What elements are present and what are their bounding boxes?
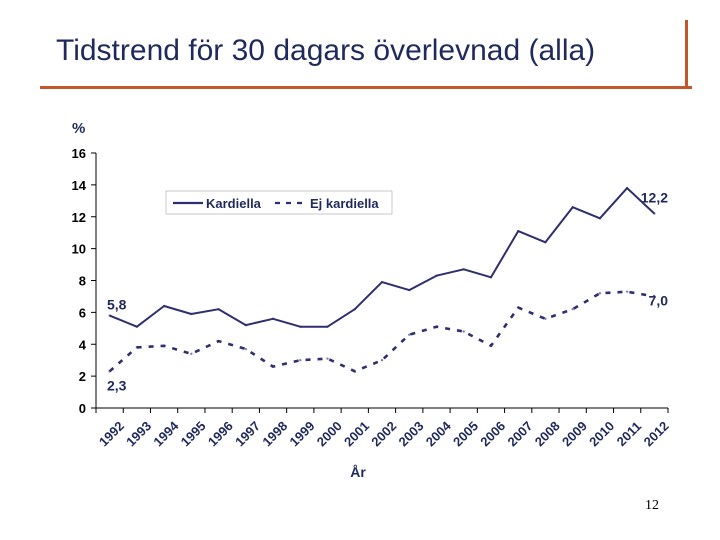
data-point (544, 317, 547, 320)
legend: Kardiella Ej kardiella (165, 190, 393, 215)
data-point (271, 365, 275, 368)
x-tick-label: 1999 (287, 418, 318, 449)
y-tick-group: 0 2 4 6 8 10 12 14 16 (72, 146, 96, 416)
data-point (435, 274, 438, 277)
page-number: 12 (645, 498, 659, 513)
x-tick-label: 2011 (614, 419, 645, 450)
data-label: 12,2 (641, 190, 668, 206)
y-tick-label: 8 (79, 274, 86, 289)
data-point (462, 330, 465, 333)
data-point (435, 325, 438, 328)
data-label: 2,3 (107, 377, 127, 393)
y-tick-label: 2 (79, 369, 86, 384)
data-point (516, 306, 520, 309)
x-tick-label: 2012 (641, 418, 672, 449)
data-point (516, 229, 520, 233)
data-point (108, 314, 111, 317)
x-tick-label: 2010 (586, 418, 617, 449)
series-group (108, 186, 656, 373)
y-tick-label: 14 (72, 178, 87, 193)
x-tick-label: 2008 (532, 418, 563, 449)
data-point (190, 312, 193, 316)
data-label: 7,0 (649, 292, 669, 308)
data-point (380, 358, 384, 362)
data-point (353, 307, 356, 311)
y-tick-label: 16 (72, 146, 86, 161)
data-point (489, 344, 493, 348)
data-point (190, 352, 193, 356)
data-point (162, 304, 166, 308)
x-tick-label: 1992 (96, 418, 127, 449)
x-tick-label: 1995 (178, 418, 209, 449)
data-point (571, 307, 574, 311)
series-line-ej-kardiella (108, 290, 655, 373)
data-point (299, 325, 302, 328)
data-point (299, 358, 302, 362)
y-axis-label: % (72, 120, 85, 137)
data-point (135, 325, 139, 328)
data-point (135, 346, 139, 349)
data-point (326, 357, 329, 360)
title-underline (40, 86, 692, 89)
x-tick-label: 1993 (123, 418, 154, 449)
y-tick-label: 10 (72, 242, 86, 257)
x-tick-label: 2005 (450, 418, 481, 449)
x-axis-label: År (350, 464, 366, 480)
data-point (217, 339, 220, 343)
data-point (380, 280, 384, 284)
x-tick-group: 1992199319941995199619971998199920002001… (95, 408, 672, 450)
y-tick-label: 4 (79, 337, 87, 352)
y-tick-label: 6 (79, 305, 86, 320)
data-point (653, 295, 656, 298)
legend-label-kardiella: Kardiella (206, 196, 262, 211)
data-point (598, 292, 602, 295)
data-point (625, 290, 629, 293)
data-label: 5,8 (107, 297, 127, 313)
data-point (353, 370, 356, 373)
data-point (489, 276, 493, 279)
data-point (462, 268, 465, 271)
x-tick-label: 1996 (205, 418, 236, 449)
y-tick-label: 0 (79, 401, 86, 416)
data-point (108, 370, 111, 373)
data-point (244, 347, 248, 351)
x-tick-label: 2007 (504, 418, 535, 449)
x-tick-label: 2003 (396, 418, 427, 449)
data-point (408, 333, 411, 336)
x-tick-label: 2006 (477, 418, 508, 449)
data-point (653, 212, 656, 215)
x-tick-label: 2001 (341, 418, 372, 449)
x-tick-label: 1998 (259, 418, 290, 449)
data-point (271, 317, 275, 320)
x-tick-label: 2000 (314, 418, 345, 449)
data-point (408, 288, 411, 292)
title-rule-vertical (685, 20, 688, 89)
x-tick-label: 2002 (368, 418, 399, 449)
data-point (244, 323, 248, 327)
x-tick-label: 2004 (423, 418, 455, 450)
y-tick-label: 12 (72, 210, 86, 225)
data-point (571, 205, 574, 209)
slide-title: Tidstrend för 30 dagars överlevnad (alla… (56, 34, 596, 67)
legend-label-ej-kardiella: Ej kardiella (310, 196, 379, 211)
data-point (162, 344, 166, 348)
data-point (625, 186, 629, 190)
data-point (598, 217, 602, 220)
annotation-group: 5,8 2,3 12,2 7,0 (107, 190, 668, 394)
data-point (217, 307, 220, 311)
data-point (544, 241, 547, 244)
x-tick-label: 2009 (559, 418, 590, 449)
x-tick-label: 1994 (150, 418, 182, 450)
x-tick-label: 1997 (232, 418, 263, 449)
data-point (326, 325, 329, 328)
